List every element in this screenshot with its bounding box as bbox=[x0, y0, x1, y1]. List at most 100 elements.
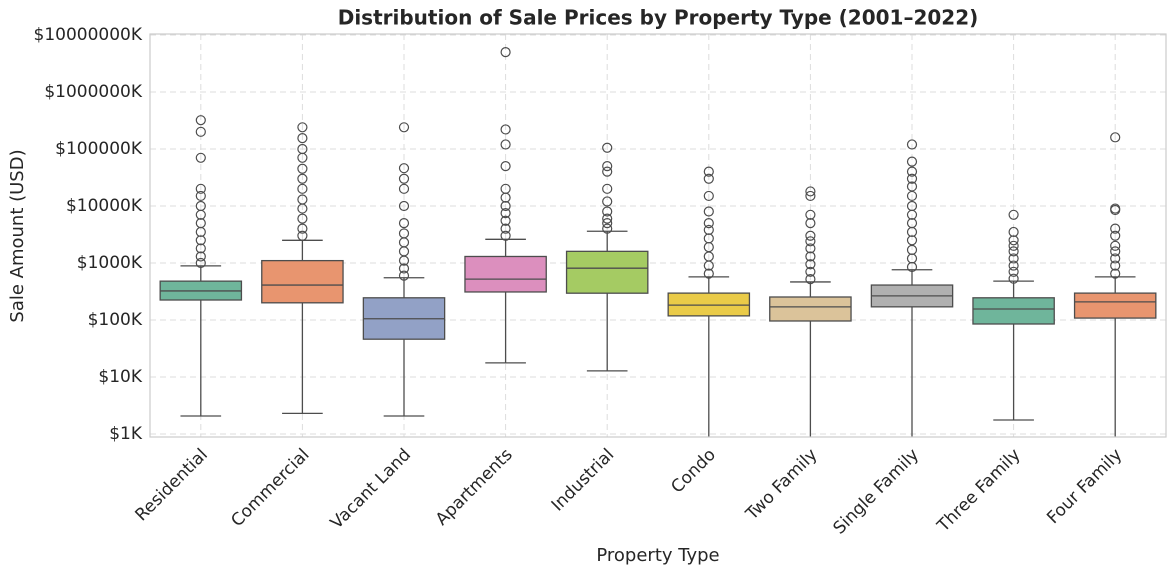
outlier bbox=[195, 115, 206, 126]
box bbox=[565, 250, 649, 294]
outlier bbox=[602, 183, 613, 194]
outlier bbox=[602, 206, 613, 217]
y-tick-label: $1000K bbox=[77, 253, 143, 273]
outlier bbox=[500, 47, 511, 58]
x-tick-label: Commercial bbox=[227, 445, 313, 531]
outlier bbox=[195, 235, 206, 246]
outlier bbox=[1008, 260, 1019, 271]
outlier bbox=[805, 259, 816, 270]
outlier bbox=[602, 161, 613, 172]
outlier bbox=[500, 161, 511, 172]
outlier bbox=[602, 218, 613, 229]
outlier bbox=[805, 274, 816, 285]
box bbox=[464, 255, 547, 293]
outlier bbox=[805, 230, 816, 241]
y-tick-label: $10000K bbox=[66, 196, 143, 216]
outlier bbox=[805, 236, 816, 247]
outlier bbox=[1110, 203, 1121, 214]
chart-title: Distribution of Sale Prices by Property … bbox=[338, 6, 979, 30]
outlier bbox=[500, 200, 511, 212]
outlier bbox=[398, 200, 410, 212]
outlier bbox=[805, 186, 816, 197]
box bbox=[667, 292, 751, 317]
outlier bbox=[1110, 268, 1121, 279]
x-axis-label: Property Type bbox=[596, 545, 719, 566]
outlier bbox=[297, 230, 308, 241]
outlier bbox=[1110, 132, 1121, 143]
y-tick-label: $100K bbox=[88, 310, 143, 330]
outlier bbox=[398, 173, 410, 184]
outlier bbox=[1110, 253, 1121, 264]
x-tick-label: Apartments bbox=[432, 445, 517, 530]
y-tick-label: $10K bbox=[98, 367, 142, 387]
outlier bbox=[500, 183, 511, 194]
y-tick-label: $1K bbox=[109, 424, 143, 444]
outlier bbox=[703, 166, 714, 177]
x-tick-label: Two Family bbox=[742, 445, 822, 525]
outlier bbox=[906, 200, 918, 212]
x-tick-label: Single Family bbox=[829, 445, 923, 539]
x-tick-label: Vacant Land bbox=[327, 445, 415, 533]
outlier bbox=[195, 190, 206, 202]
outlier bbox=[195, 243, 206, 254]
x-tick-label: Residential bbox=[132, 445, 212, 525]
outlier bbox=[500, 223, 511, 234]
outlier bbox=[906, 218, 918, 229]
outlier bbox=[906, 156, 918, 167]
outlier bbox=[602, 196, 613, 207]
outlier bbox=[398, 263, 410, 274]
outlier bbox=[195, 200, 206, 212]
outlier bbox=[398, 228, 410, 239]
x-tick-label: Three Family bbox=[933, 445, 1025, 537]
outlier bbox=[297, 223, 308, 234]
plot-frame bbox=[149, 33, 1167, 438]
box bbox=[261, 259, 344, 304]
outlier bbox=[297, 183, 308, 194]
outlier bbox=[1110, 230, 1121, 241]
y-tick-label: $1000000K bbox=[44, 82, 143, 102]
outlier bbox=[1008, 226, 1019, 238]
outlier bbox=[906, 173, 918, 184]
outlier bbox=[1008, 253, 1019, 264]
outlier bbox=[500, 215, 511, 226]
outlier bbox=[703, 268, 714, 279]
x-tick-label: Four Family bbox=[1043, 445, 1126, 528]
outlier bbox=[398, 122, 410, 133]
outlier bbox=[297, 173, 308, 184]
outlier bbox=[1110, 260, 1121, 271]
outlier bbox=[500, 124, 511, 135]
outlier bbox=[195, 152, 206, 163]
outlier bbox=[195, 257, 206, 269]
outlier bbox=[602, 213, 613, 224]
outlier bbox=[906, 139, 918, 150]
outlier bbox=[1008, 246, 1019, 257]
outlier bbox=[703, 218, 714, 229]
outlier bbox=[297, 194, 308, 205]
outlier bbox=[602, 142, 613, 153]
outlier bbox=[602, 223, 613, 234]
box bbox=[769, 296, 852, 322]
outlier bbox=[195, 218, 206, 229]
outlier bbox=[1110, 246, 1121, 257]
outlier bbox=[703, 206, 714, 217]
outlier bbox=[1008, 273, 1019, 284]
outlier bbox=[805, 266, 816, 277]
y-axis-label: Sale Amount (USD) bbox=[7, 149, 28, 322]
outlier bbox=[500, 207, 511, 219]
outlier bbox=[398, 218, 410, 229]
y-tick-label: $100000K bbox=[55, 139, 143, 159]
outlier bbox=[297, 133, 308, 144]
outlier bbox=[602, 166, 613, 177]
outlier bbox=[1008, 235, 1019, 246]
x-tick-label: Industrial bbox=[548, 445, 619, 516]
outlier bbox=[1008, 266, 1019, 277]
outlier bbox=[906, 166, 918, 177]
outlier bbox=[500, 139, 511, 150]
outlier bbox=[805, 243, 816, 254]
outlier bbox=[1008, 240, 1019, 251]
box bbox=[1073, 292, 1157, 319]
outlier bbox=[297, 143, 308, 155]
outlier bbox=[906, 181, 918, 192]
outlier bbox=[703, 190, 714, 202]
